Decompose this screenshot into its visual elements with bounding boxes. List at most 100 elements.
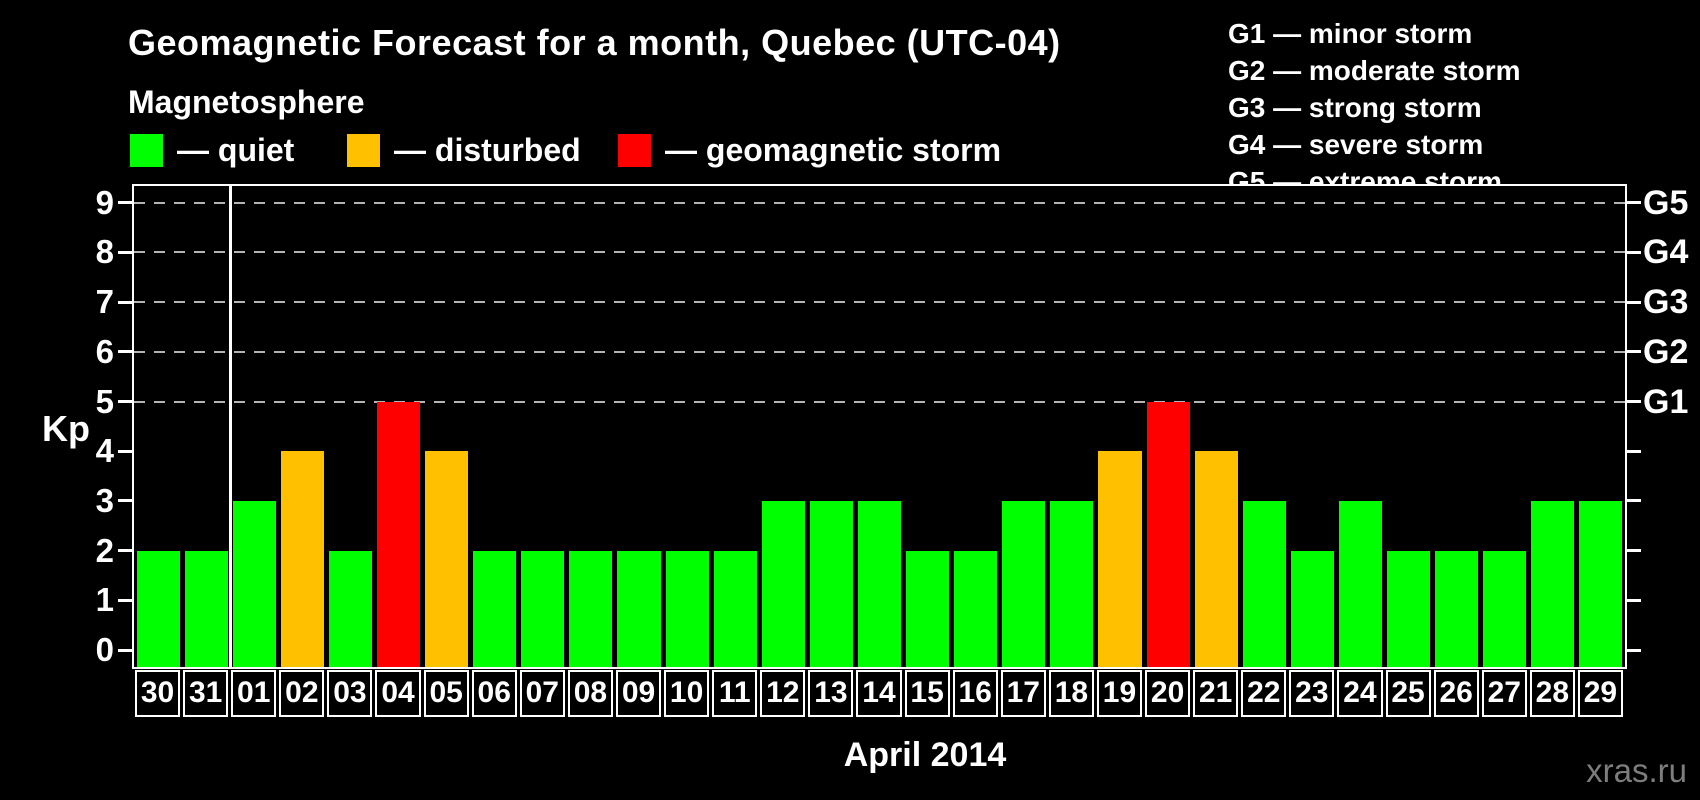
bar-day-05: [425, 451, 469, 667]
g-axis-label-G3: G3: [1643, 283, 1689, 322]
date-cell-02: 02: [279, 670, 325, 717]
gridline-kp7: [134, 301, 1625, 304]
left-tick-9: [118, 201, 132, 205]
left-tick-6: [118, 350, 132, 354]
bar-day-11: [713, 550, 757, 667]
bar-day-18: [1050, 500, 1094, 667]
chart-title: Geomagnetic Forecast for a month, Quebec…: [128, 22, 1061, 63]
right-tick-5: [1627, 400, 1641, 403]
g3-legend-line: G3 — strong storm: [1228, 92, 1482, 123]
bar-day-06: [473, 550, 517, 667]
date-cell-06: 06: [471, 670, 517, 717]
date-cell-29: 29: [1577, 670, 1623, 717]
left-tick-2: [118, 549, 132, 553]
bar-day-17: [1002, 500, 1046, 667]
date-cell-12: 12: [760, 670, 806, 717]
g4-legend-line: G4 — severe storm: [1228, 129, 1484, 160]
date-cell-03: 03: [327, 670, 373, 717]
bar-day-22: [1242, 500, 1286, 667]
right-tick-1: [1627, 598, 1641, 602]
date-cell-28: 28: [1529, 670, 1575, 717]
x-axis-row: 30 31 01 02 03 04 05 06 07 08 09 10 11 12 13 14 15 16 17 18…: [134, 670, 1625, 717]
bar-day-23: [1290, 550, 1334, 667]
bar-day-19: [1098, 451, 1142, 667]
left-tick-0: [118, 648, 132, 652]
bar-day-24: [1338, 500, 1382, 667]
date-cell-14: 14: [856, 670, 902, 717]
bar-day-07: [521, 550, 565, 667]
bar-day-16: [954, 550, 998, 667]
date-cell-27: 27: [1481, 670, 1527, 717]
bar-day-04: [376, 401, 421, 667]
right-tick-2: [1627, 549, 1641, 553]
bar-day-08: [569, 550, 613, 667]
chart-subtitle: Magnetosphere: [128, 84, 365, 120]
date-cell-01: 01: [231, 670, 277, 717]
bar-day-21: [1194, 451, 1238, 667]
right-tick-4: [1627, 449, 1641, 453]
legend-item-disturbed: — disturbed: [347, 134, 581, 167]
plot-area: 0 1 2 3 4 5 6 7 8 9 G1 G2 G3 G4 G5: [96, 184, 1688, 669]
bar-day-31: [184, 550, 228, 667]
right-tick-0: [1627, 648, 1641, 652]
y-tick-label-9: 9: [95, 183, 114, 221]
left-tick-3: [118, 499, 132, 503]
g-axis-label-G4: G4: [1643, 233, 1689, 272]
bar-day-10: [665, 550, 709, 667]
left-tick-8: [118, 250, 132, 254]
bar-day-25: [1387, 550, 1431, 667]
bar-day-03: [328, 550, 372, 667]
left-tick-5: [118, 400, 132, 403]
right-tick-3: [1627, 499, 1641, 503]
bar-day-30: [136, 550, 180, 667]
date-cell-21: 21: [1193, 670, 1239, 717]
y-tick-label-3: 3: [95, 481, 114, 519]
gridline-kp8: [134, 251, 1625, 254]
g-scale-legend: G1 — minor storm G2 — moderate storm G3 …: [1228, 15, 1521, 200]
g2-legend-line: G2 — moderate storm: [1228, 55, 1521, 86]
y-tick-label-4: 4: [95, 432, 114, 470]
legend-label-storm: — geomagnetic storm: [665, 132, 1002, 168]
g-axis-label-G5: G5: [1643, 183, 1689, 222]
x-axis-title: April 2014: [843, 736, 1007, 774]
left-tick-4: [118, 449, 132, 453]
date-cell-11: 11: [712, 670, 758, 717]
y-tick-label-5: 5: [95, 382, 114, 420]
bar-day-20: [1146, 401, 1190, 667]
bar-day-12: [761, 500, 805, 667]
right-tick-7: [1627, 300, 1641, 304]
date-cell-15: 15: [904, 670, 950, 717]
bar-day-15: [906, 550, 950, 667]
bar-day-26: [1435, 550, 1479, 667]
storm-color-swatch: [618, 134, 651, 167]
date-cell-09: 09: [615, 670, 662, 717]
legend-label-quiet: — quiet: [177, 132, 295, 168]
right-tick-6: [1627, 350, 1641, 354]
bar-day-13: [809, 500, 853, 667]
date-cell-08: 08: [567, 670, 613, 717]
date-cell-31: 31: [183, 670, 229, 717]
bar-day-27: [1483, 550, 1527, 667]
gridline-kp6: [134, 350, 1625, 353]
y-tick-label-6: 6: [95, 332, 114, 370]
gridline-kp9: [134, 201, 1625, 204]
date-cell-13: 13: [808, 670, 854, 717]
date-cell-16: 16: [952, 670, 998, 717]
bar-day-28: [1531, 500, 1575, 667]
date-cell-25: 25: [1385, 670, 1431, 717]
left-tick-1: [118, 598, 132, 602]
date-cell-04: 04: [375, 670, 421, 717]
g-axis-label-G1: G1: [1643, 382, 1689, 421]
date-cell-22: 22: [1241, 670, 1287, 717]
date-cell-26: 26: [1433, 670, 1479, 717]
left-tick-7: [118, 300, 132, 304]
date-cell-19: 19: [1096, 670, 1143, 717]
y-axis-title: Kp: [42, 408, 90, 449]
watermark: xras.ru: [1586, 752, 1687, 789]
y-tick-label-2: 2: [95, 531, 114, 569]
g-axis-label-G2: G2: [1643, 332, 1689, 371]
month-separator: [228, 186, 232, 667]
y-tick-label-1: 1: [95, 581, 114, 619]
date-cell-07: 07: [519, 670, 565, 717]
date-cell-24: 24: [1337, 670, 1383, 717]
